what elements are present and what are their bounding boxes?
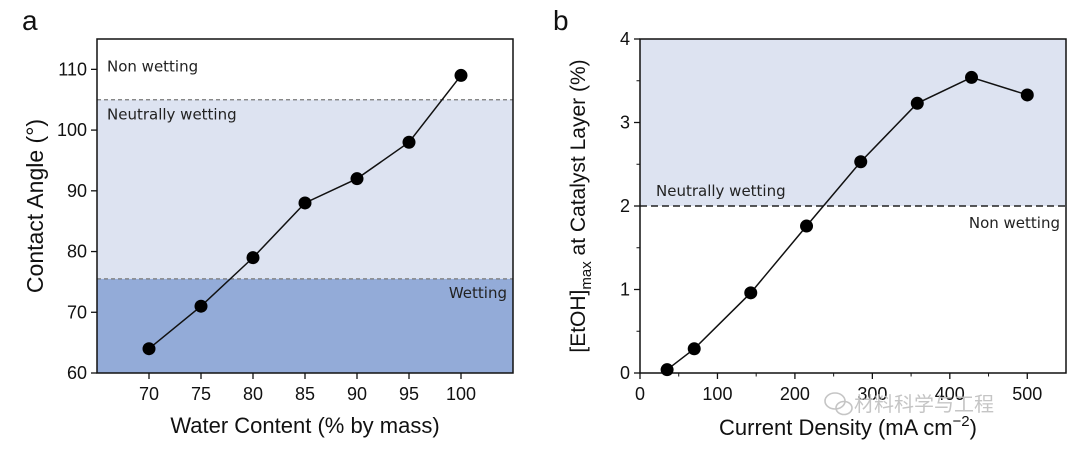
- x-tick-label: 500: [1012, 384, 1042, 404]
- x-tick-label: 95: [399, 384, 419, 404]
- region-band: [97, 278, 513, 373]
- data-point: [246, 251, 260, 265]
- panel-label: b: [553, 5, 569, 36]
- wechat-icon: [824, 392, 853, 416]
- y-tick-label: 80: [67, 242, 87, 262]
- series-line: [666, 76, 1028, 371]
- data-point: [910, 96, 924, 110]
- y-tick-label: 110: [58, 59, 87, 79]
- x-tick-label: 100: [702, 384, 732, 404]
- region-label: Neutrally wetting: [656, 182, 786, 200]
- y-tick-label: 0: [620, 363, 630, 383]
- x-tick-label: 90: [347, 384, 367, 404]
- y-tick-label: 3: [620, 113, 630, 133]
- region-label: Neutrally wetting: [107, 106, 237, 124]
- panel-label: a: [22, 5, 38, 36]
- x-tick-label: 75: [191, 384, 211, 404]
- region-label: Non wetting: [107, 58, 198, 76]
- data-point: [298, 196, 312, 210]
- y-tick-label: 70: [67, 302, 87, 322]
- data-point: [687, 342, 701, 356]
- y-tick-label: 90: [67, 181, 87, 201]
- x-tick-label: 85: [295, 384, 315, 404]
- x-tick-label: 200: [780, 384, 810, 404]
- x-tick-label: 0: [635, 384, 645, 404]
- y-axis-label: Contact Angle (°): [22, 119, 48, 293]
- x-axis-label: Current Density (mA cm−2): [719, 413, 977, 440]
- y-tick-label: 4: [620, 29, 630, 49]
- y-tick-label: 2: [620, 196, 630, 216]
- data-point: [660, 363, 674, 377]
- watermark-text: 材料科学与工程: [854, 392, 994, 416]
- data-point: [194, 299, 208, 313]
- x-tick-label: 70: [139, 384, 159, 404]
- wechat-icon-bubble: [835, 400, 853, 416]
- y-axis-label: [EtOH]max at Catalyst Layer (%): [567, 59, 595, 352]
- watermark: 材料科学与工程: [824, 392, 994, 416]
- x-tick-label: 400: [935, 384, 965, 404]
- data-point: [454, 68, 468, 82]
- x-tick-label: 100: [446, 384, 476, 404]
- data-point: [800, 219, 814, 233]
- x-tick-label: 300: [857, 384, 887, 404]
- data-point: [1020, 88, 1034, 102]
- region-label: Wetting: [449, 284, 507, 302]
- data-point: [854, 155, 868, 169]
- region-band: [97, 39, 513, 100]
- y-tick-label: 60: [67, 363, 87, 383]
- data-point: [402, 135, 416, 149]
- data-point: [965, 70, 979, 84]
- data-point: [744, 286, 758, 300]
- region-band: [640, 39, 1066, 206]
- region-band: [97, 99, 513, 279]
- x-tick-label: 80: [243, 384, 263, 404]
- y-tick-label: 100: [57, 120, 87, 140]
- y-tick-label: 1: [620, 280, 630, 300]
- region-band: [640, 206, 1066, 373]
- chart-panel-a: Non wetting Neutrally wetting Wetting 70 75 8…: [22, 5, 514, 438]
- data-point: [350, 172, 364, 186]
- data-point: [142, 342, 156, 356]
- region-label: Non wetting: [969, 214, 1060, 232]
- x-axis-label: Water Content (% by mass): [170, 413, 439, 438]
